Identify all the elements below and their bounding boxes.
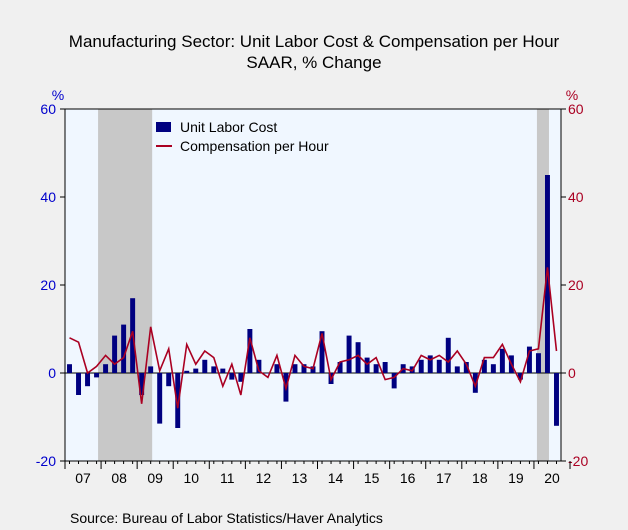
ulc-bar-42 <box>445 337 451 373</box>
ulc-bar-47 <box>490 364 496 373</box>
ulc-bar-17 <box>220 368 226 373</box>
ulc-bar-2 <box>85 373 91 387</box>
left-tick-label-1: 40 <box>40 189 56 205</box>
ulc-bar-43 <box>454 366 460 373</box>
x-tick-label-4: 11 <box>220 470 235 486</box>
left-tick-label-3: 0 <box>48 365 56 381</box>
ulc-bar-34 <box>373 364 379 373</box>
ulc-bar-52 <box>535 353 541 373</box>
ulc-bar-19 <box>238 373 244 382</box>
left-tick-label-2: 20 <box>40 277 56 293</box>
ulc-bar-30 <box>337 362 343 373</box>
ulc-bar-54 <box>554 373 559 426</box>
ulc-bar-12 <box>175 373 181 428</box>
x-tick-label-2: 09 <box>147 470 163 486</box>
ulc-bar-33 <box>364 357 370 373</box>
right-tick-label-0: 60 <box>568 101 584 117</box>
x-tick-label-9: 16 <box>400 470 416 486</box>
ulc-bar-16 <box>211 366 217 373</box>
ulc-bar-27 <box>310 366 316 373</box>
x-tick-label-13: 20 <box>544 470 560 486</box>
ulc-bar-9 <box>148 366 154 373</box>
ulc-bar-14 <box>193 368 199 373</box>
ulc-bar-40 <box>427 355 433 373</box>
ulc-bar-3 <box>94 373 100 378</box>
right-tick-label-4: -20 <box>568 453 588 469</box>
ulc-bar-36 <box>391 373 397 389</box>
x-tick-label-11: 18 <box>472 470 488 486</box>
right-tick-label-3: 0 <box>568 365 576 381</box>
x-tick-label-5: 12 <box>256 470 272 486</box>
legend: Unit Labor Cost Compensation per Hour <box>156 119 329 154</box>
ulc-bar-8 <box>139 373 145 395</box>
ulc-bar-11 <box>166 373 172 387</box>
left-tick-label-4: -20 <box>36 453 56 469</box>
right-axis: 60 40 20 0 -20 <box>561 101 588 469</box>
ulc-bar-20 <box>247 329 253 373</box>
ulc-bar-10 <box>157 373 163 424</box>
ulc-bar-45 <box>472 373 478 393</box>
ulc-bar-25 <box>292 364 298 373</box>
chart-title: Manufacturing Sector: Unit Labor Cost & … <box>69 32 560 51</box>
legend-label-compensation: Compensation per Hour <box>180 138 329 154</box>
chart-subtitle: SAAR, % Change <box>246 53 381 72</box>
left-axis-unit: % <box>52 87 64 103</box>
x-tick-label-6: 13 <box>292 470 308 486</box>
ulc-bar-0 <box>67 364 72 373</box>
left-axis: 60 40 20 0 -20 <box>36 101 65 469</box>
ulc-bar-6 <box>121 324 127 373</box>
ulc-bar-32 <box>355 342 361 373</box>
ulc-bar-1 <box>76 373 82 395</box>
x-tick-label-1: 08 <box>111 470 127 486</box>
ulc-bar-28 <box>319 331 325 373</box>
x-axis: 07 08 09 10 11 12 13 14 15 16 17 18 19 20 <box>64 461 571 486</box>
x-tick-label-12: 19 <box>508 470 524 486</box>
recession-band-0 <box>98 109 153 461</box>
left-tick-label-0: 60 <box>40 101 56 117</box>
ulc-bar-31 <box>346 335 352 373</box>
ulc-bar-18 <box>229 373 235 380</box>
ulc-bar-39 <box>418 359 424 373</box>
right-axis-unit: % <box>566 87 578 103</box>
ulc-bar-50 <box>517 373 523 380</box>
legend-label-unit-labor-cost: Unit Labor Cost <box>180 119 277 135</box>
ulc-bar-51 <box>526 346 532 373</box>
ulc-bar-26 <box>301 364 307 373</box>
x-tick-label-10: 17 <box>436 470 452 486</box>
ulc-bar-23 <box>274 364 280 373</box>
x-tick-label-8: 15 <box>364 470 380 486</box>
ulc-bar-4 <box>103 364 109 373</box>
x-tick-label-3: 10 <box>183 470 199 486</box>
x-tick-label-0: 07 <box>75 470 91 486</box>
ulc-bar-22 <box>265 373 271 374</box>
ulc-bar-41 <box>436 359 442 373</box>
x-tick-label-7: 14 <box>328 470 344 486</box>
legend-swatch-unit-labor-cost <box>156 122 171 132</box>
ulc-bar-44 <box>463 362 469 373</box>
ulc-bar-13 <box>184 370 190 373</box>
ulc-bar-15 <box>202 359 208 373</box>
ulc-bar-35 <box>382 362 388 373</box>
right-tick-label-1: 40 <box>568 189 584 205</box>
ulc-bar-48 <box>499 348 505 373</box>
compensation-line <box>69 267 558 409</box>
right-tick-label-2: 20 <box>568 277 584 293</box>
ulc-bar-5 <box>112 335 118 373</box>
ulc-bar-21 <box>256 359 262 373</box>
ulc-bar-46 <box>481 359 487 373</box>
source-note: Source: Bureau of Labor Statistics/Haver… <box>70 510 383 526</box>
